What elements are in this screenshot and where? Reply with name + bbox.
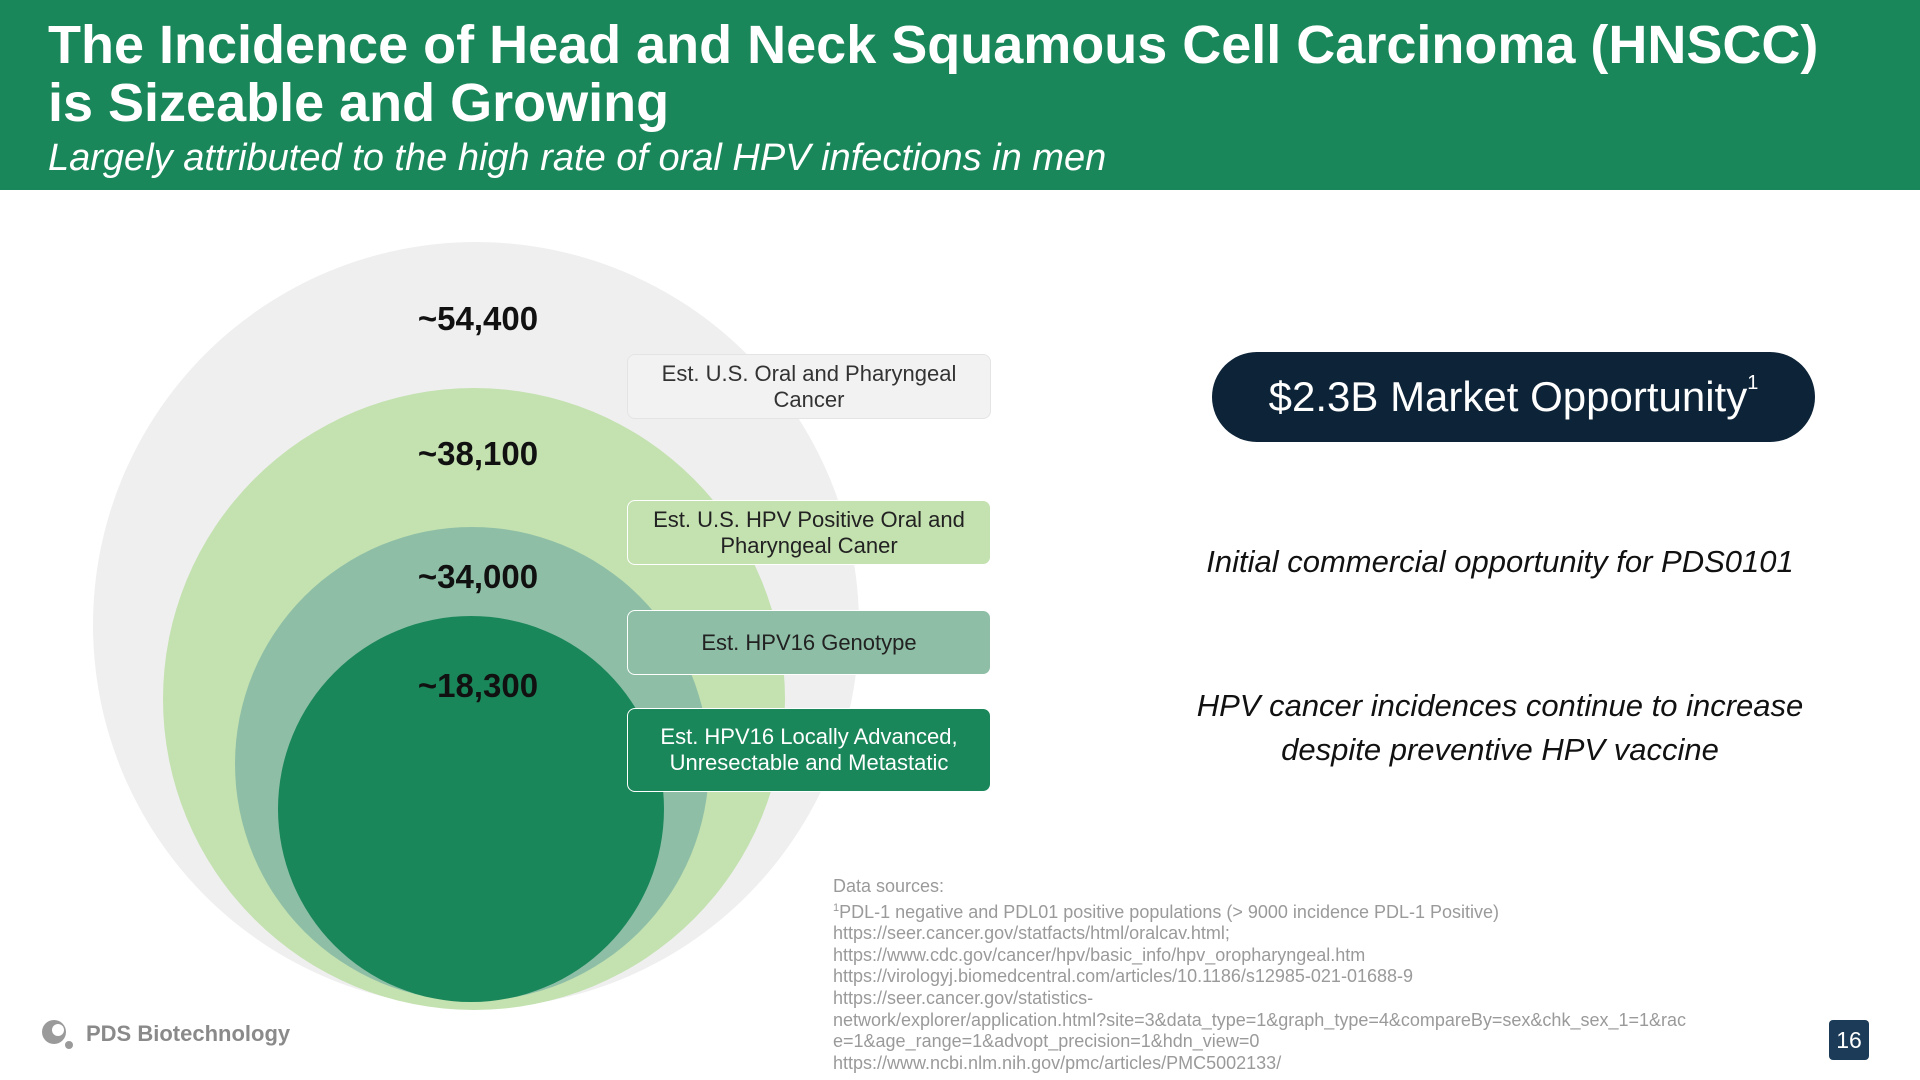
source-line-4: https://virologyj.biomedcentral.com/arti…	[833, 966, 1413, 987]
value-oral-pharyngeal: ~54,400	[417, 300, 539, 337]
sources-heading: Data sources:	[833, 876, 945, 896]
value-hpv16: ~34,000	[417, 558, 539, 595]
source-line-3: https://www.cdc.gov/cancer/hpv/basic_inf…	[833, 944, 1366, 965]
value-hpv16-advanced: ~18,300	[417, 667, 539, 704]
source-line-2: https://seer.cancer.gov/statfacts/html/o…	[833, 923, 1230, 944]
market-footnote-mark: 1	[1747, 371, 1759, 394]
source-line-1-text: PDL-1 negative and PDL01 positive popula…	[839, 901, 1500, 922]
page-subtitle: Largely attributed to the high rate of o…	[48, 137, 1107, 179]
page-number-badge: 16	[1829, 1020, 1869, 1060]
header-banner: The Incidence of Head and Neck Squamous …	[0, 0, 1920, 190]
source-line-6: network/explorer/application.html?site=3…	[833, 1009, 1687, 1030]
initial-opportunity-note: Initial commercial opportunity for PDS01…	[1206, 544, 1794, 579]
company-logo: PDS Biotechnology	[40, 1018, 290, 1050]
pds-logo-icon	[42, 1020, 73, 1049]
hpv-increase-line-2: despite preventive HPV vaccine	[1281, 732, 1719, 767]
label-oral-pharyngeal: Est. U.S. Oral and Pharyngeal Cancer	[627, 354, 991, 419]
page-title: The Incidence of Head and Neck Squamous …	[48, 15, 1819, 133]
source-footnote-mark: 1	[833, 901, 840, 914]
source-line-1: 1PDL-1 negative and PDL01 positive popul…	[833, 898, 1783, 924]
source-line-7: e=1&age_range=1&advopt_precision=1&hdn_v…	[833, 1031, 1260, 1052]
label-hpv-positive: Est. U.S. HPV Positive Oral and Pharynge…	[627, 500, 991, 565]
market-opportunity-text: $2.3B Market Opportunity	[1268, 373, 1748, 420]
source-line-5: https://seer.cancer.gov/statistics-	[833, 987, 1094, 1008]
hpv-increase-line-1: HPV cancer incidences continue to increa…	[1196, 688, 1804, 723]
company-name: PDS Biotechnology	[86, 1021, 291, 1046]
circle-hpv16-advanced	[278, 616, 664, 1002]
data-sources: Data sources: 1PDL-1 negative and PDL01 …	[833, 876, 1783, 1074]
hpv-increase-note: HPV cancer incidences continue to increa…	[1120, 684, 1880, 772]
label-hpv16: Est. HPV16 Genotype	[627, 610, 991, 675]
label-hpv16-advanced: Est. HPV16 Locally Advanced, Unresectabl…	[627, 708, 991, 792]
source-line-8: https://www.ncbi.nlm.nih.gov/pmc/article…	[833, 1052, 1282, 1073]
value-hpv-positive: ~38,100	[417, 435, 539, 472]
market-opportunity-pill: $2.3B Market Opportunity 1	[1212, 352, 1815, 442]
